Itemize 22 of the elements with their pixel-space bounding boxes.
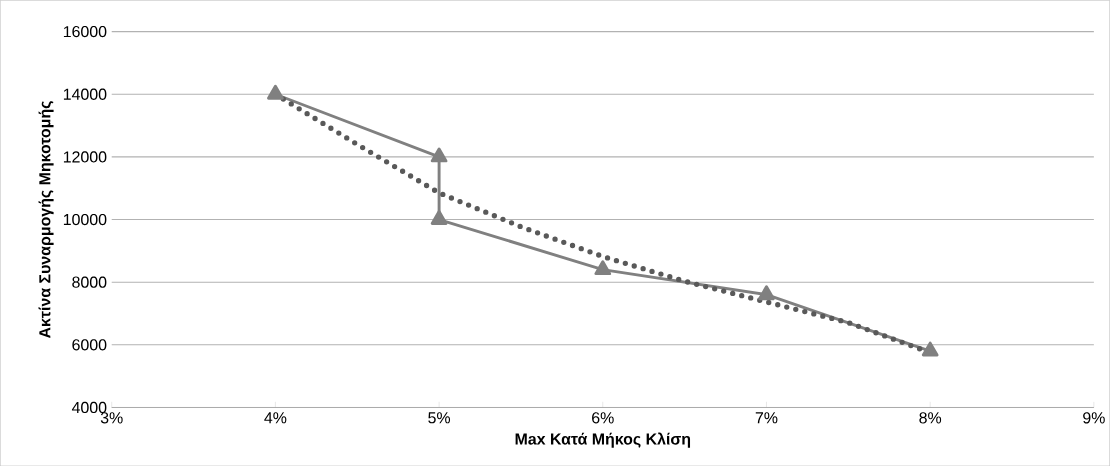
point xyxy=(430,209,448,225)
y-tick-label: 12000 xyxy=(63,151,107,163)
x-axis-title: Max Κατά Μήκος Κλίση xyxy=(515,432,691,448)
x-tick-label: 4% xyxy=(264,412,287,424)
x-tick-label: 3% xyxy=(100,412,123,424)
y-tick-label: 8000 xyxy=(72,276,107,288)
point xyxy=(921,341,939,357)
point xyxy=(430,147,448,163)
x-tick-label: 6% xyxy=(592,412,614,424)
y-tick-label: 16000 xyxy=(63,25,107,38)
y-tick-label: 4000 xyxy=(71,401,107,413)
point xyxy=(594,260,612,275)
y-tick-label: 14000 xyxy=(63,88,107,100)
y-tick-label: 10000 xyxy=(63,213,107,226)
x-tick-label: 7% xyxy=(755,412,778,424)
point xyxy=(758,285,775,301)
x-tick-label: 8% xyxy=(919,412,942,424)
y-axis-title: Ακτίνα Συναρμογής Μηκοτομής xyxy=(38,101,54,338)
x-tick-label: 9% xyxy=(1083,412,1105,424)
x-tick-label: 5% xyxy=(428,412,451,424)
y-tick-label: 6000 xyxy=(72,339,107,351)
point xyxy=(267,84,284,100)
